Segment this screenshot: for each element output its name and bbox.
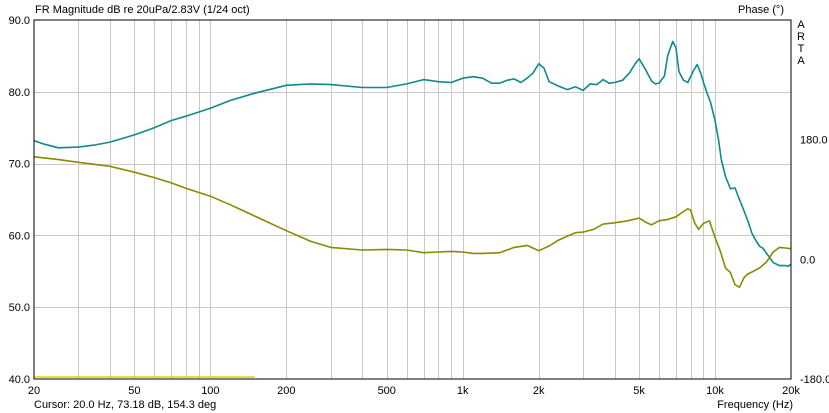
x-axis-title: Frequency (Hz) bbox=[717, 399, 793, 411]
plot-frame bbox=[33, 19, 792, 380]
x-tick-label: 50 bbox=[128, 385, 140, 397]
phase-axis-title: Phase (°) bbox=[738, 4, 784, 16]
traces bbox=[33, 40, 792, 378]
y-tick-label: 80.0 bbox=[9, 87, 30, 99]
y2-tick-label: 180.0 bbox=[800, 135, 828, 147]
axis-labels: 20 50 100 200 500 1k 2k 5k 10k 20k 90.0 80.0 70.0 60.… bbox=[9, 15, 829, 397]
y-tick-label: 50.0 bbox=[9, 302, 30, 314]
y2-tick-label: 0.0 bbox=[800, 254, 815, 266]
magnitude-trace bbox=[33, 40, 792, 268]
x-tick-label: 2k bbox=[533, 385, 545, 397]
x-tick-label: 20k bbox=[782, 385, 800, 397]
y-tick-label: 60.0 bbox=[9, 230, 30, 242]
x-tick-label: 10k bbox=[706, 385, 724, 397]
x-tick-label: 1k bbox=[457, 385, 469, 397]
y-tick-label: 40.0 bbox=[9, 374, 30, 386]
grid bbox=[34, 20, 791, 379]
phase-trace bbox=[33, 156, 792, 289]
x-tick-label: 20 bbox=[28, 385, 40, 397]
y2-tick-label: -180.0 bbox=[800, 374, 829, 386]
x-tick-label: 500 bbox=[378, 385, 396, 397]
chart-title: FR Magnitude dB re 20uPa/2.83V (1/24 oct… bbox=[35, 4, 250, 16]
y-tick-label: 70.0 bbox=[9, 159, 30, 171]
x-tick-label: 200 bbox=[277, 385, 295, 397]
x-tick-label: 100 bbox=[201, 385, 219, 397]
y-tick-label: 90.0 bbox=[9, 15, 30, 27]
cursor-readout: Cursor: 20.0 Hz, 73.18 dB, 154.3 deg bbox=[34, 399, 217, 411]
arta-logo: ARTA bbox=[797, 19, 805, 67]
x-tick-label: 5k bbox=[633, 385, 645, 397]
